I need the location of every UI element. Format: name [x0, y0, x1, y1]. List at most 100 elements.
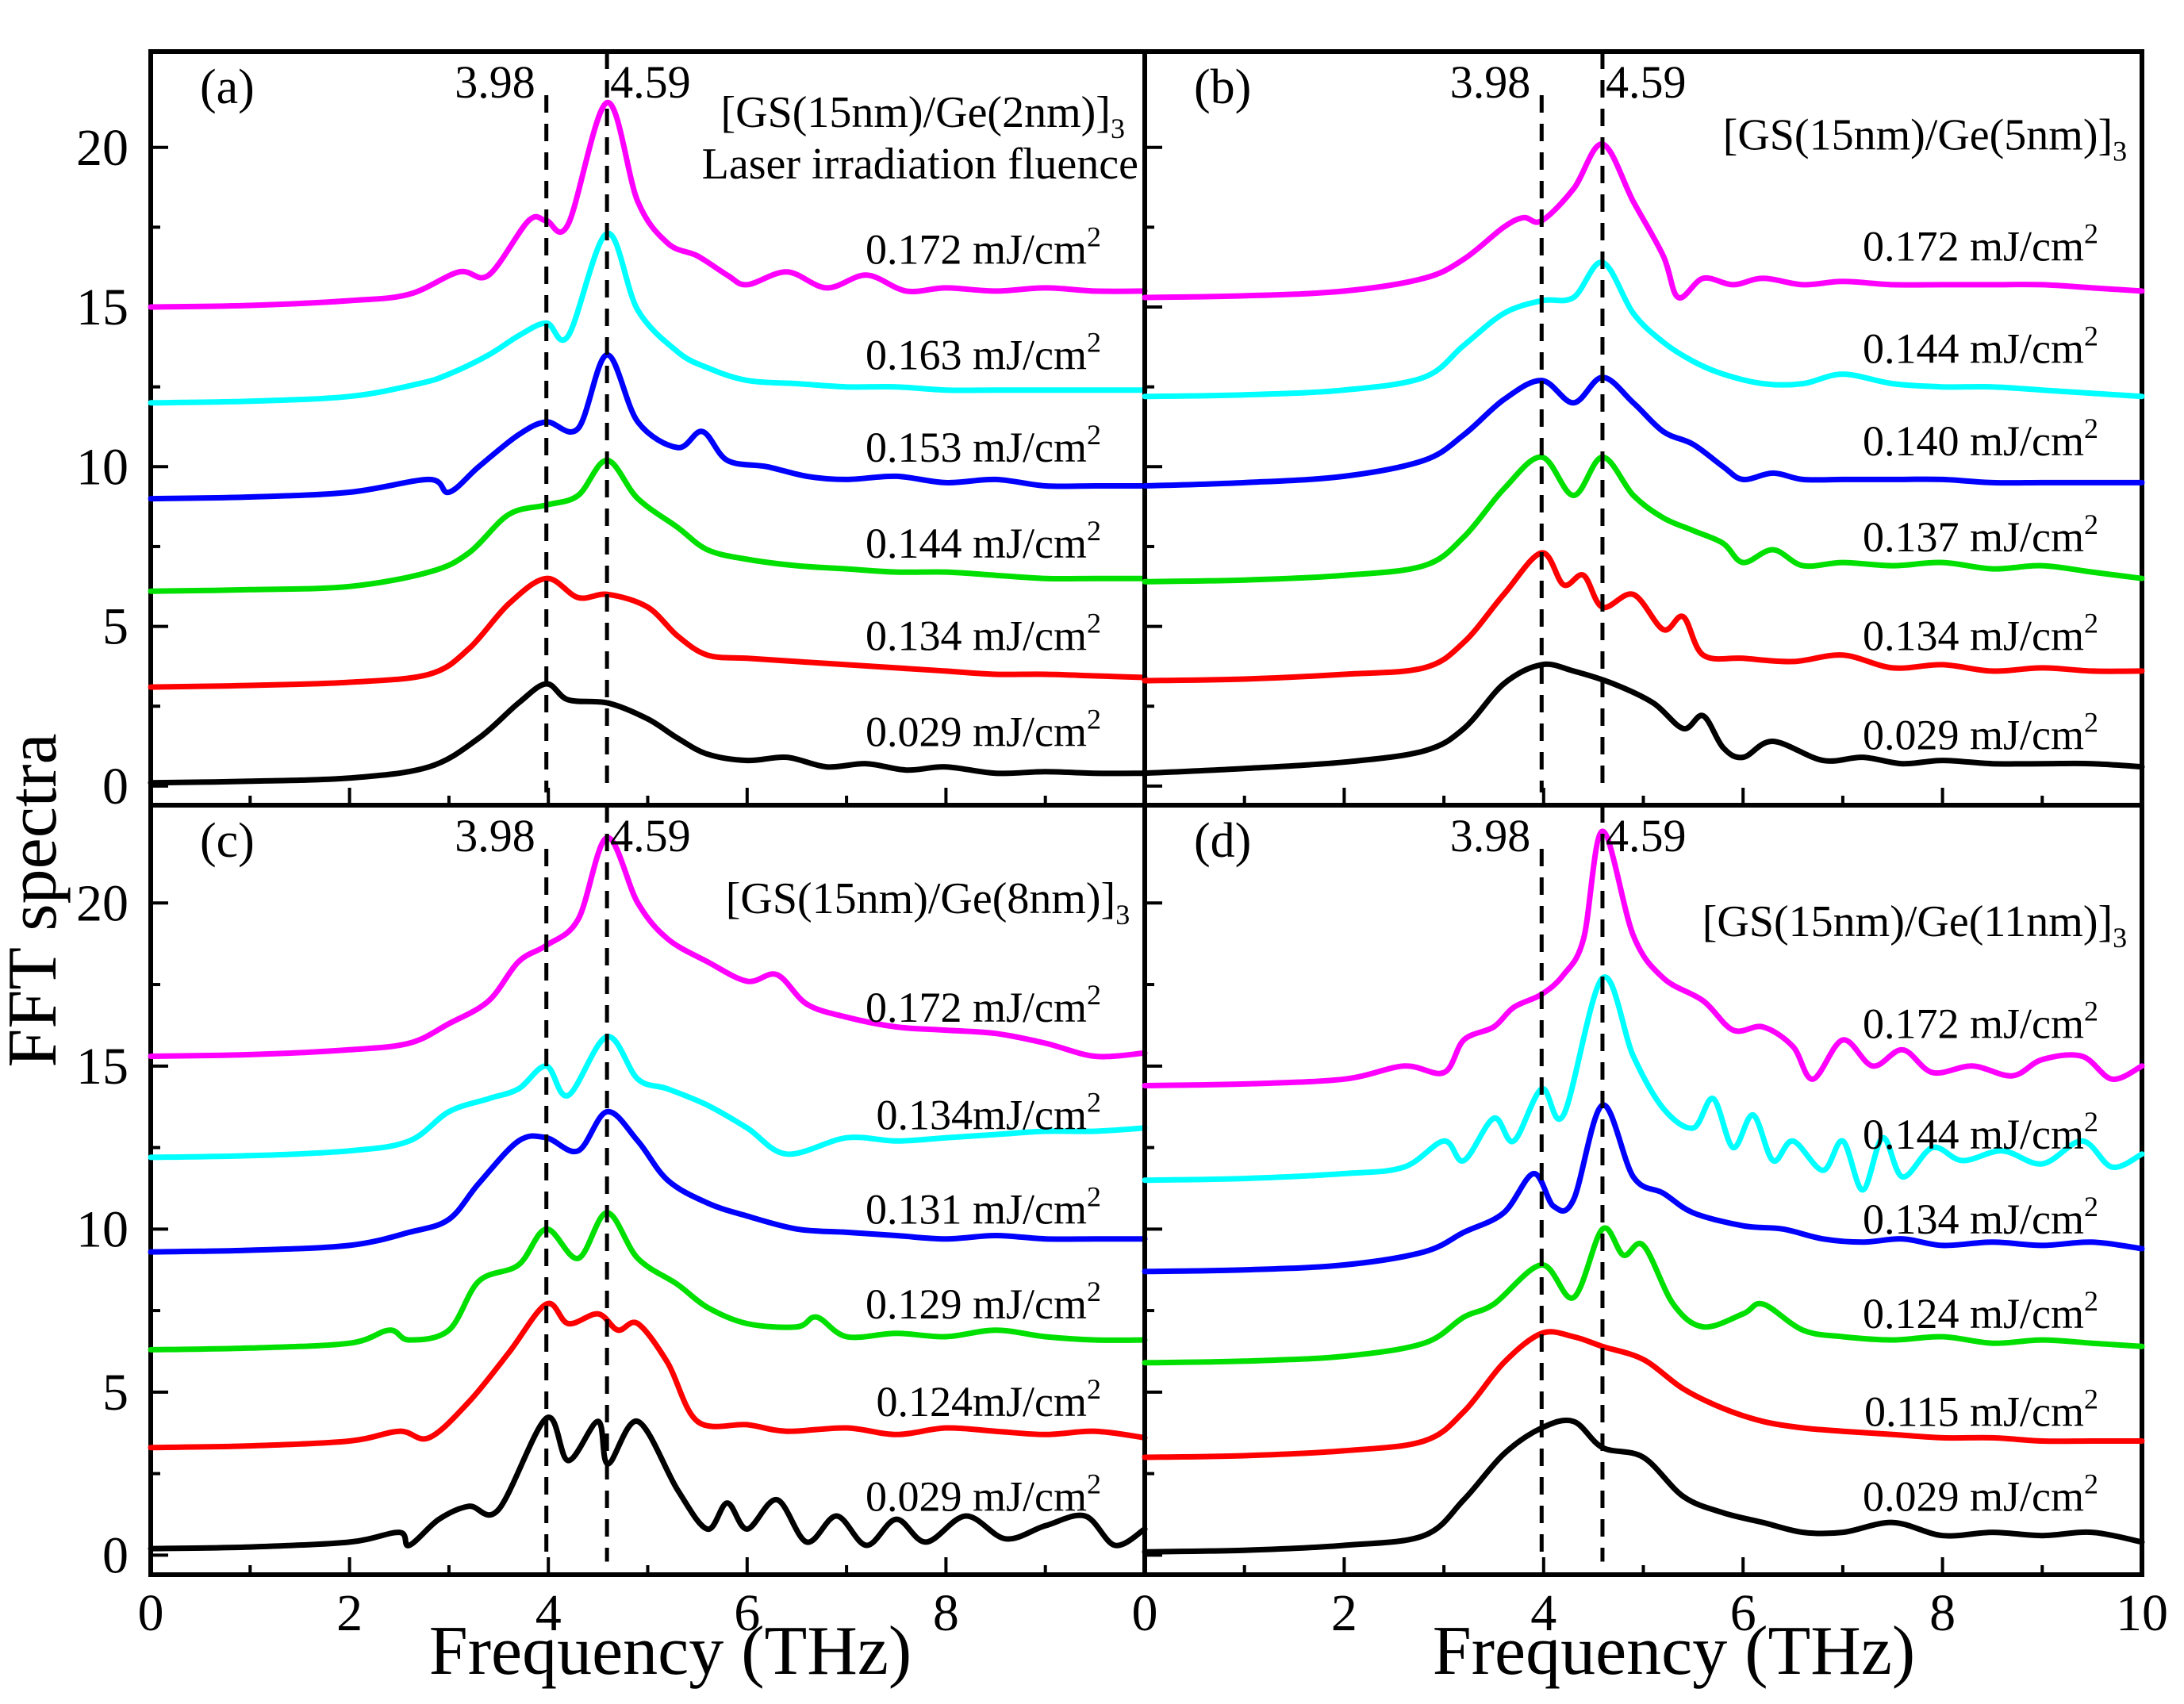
fluence-superscript: 2	[2084, 1383, 2098, 1414]
sample-title: [GS(15nm)/Ge(2nm)]3	[720, 88, 1124, 144]
fluence-superscript: 2	[2084, 995, 2098, 1027]
fluence-superscript: 2	[2084, 1191, 2098, 1222]
fluence-label: 0.172 mJ/cm2	[866, 221, 1101, 274]
trace-4	[148, 1034, 1148, 1161]
fluence-label: 0.163 mJ/cm2	[866, 326, 1101, 378]
panel-letter: (d)	[1194, 814, 1251, 868]
fluence-value: 0.029 mJ/cm	[866, 1472, 1087, 1520]
fluence-value: 0.163 mJ/cm	[866, 331, 1087, 378]
trace-1	[1142, 1329, 2145, 1460]
trace-0	[1142, 1417, 2145, 1555]
fluence-superscript: 2	[1087, 419, 1101, 451]
fluence-superscript: 2	[2084, 320, 2098, 351]
x-tick-label: 6	[1730, 1584, 1756, 1642]
x-tick-label: 4	[1530, 1584, 1556, 1642]
y-tick-label: 10	[76, 438, 129, 496]
trace-4	[1142, 259, 2145, 400]
fluence-value: 0.172 mJ/cm	[1863, 223, 2084, 271]
fluence-superscript: 2	[2084, 1285, 2098, 1317]
y-tick-label: 10	[76, 1200, 129, 1258]
fluence-label: 0.029 mJ/cm2	[866, 703, 1101, 755]
fluence-superscript: 2	[1087, 1276, 1101, 1307]
peak-label: 3.98	[1450, 810, 1531, 862]
fluence-superscript: 2	[2084, 608, 2098, 639]
peak-label: 3.98	[455, 56, 535, 108]
sample-title: [GS(15nm)/Ge(5nm)]3	[1723, 111, 2127, 167]
fluence-value: 0.134 mJ/cm	[1863, 1195, 2084, 1243]
fluence-label: 0.115 mJ/cm2	[1864, 1383, 2098, 1435]
sample-title-subscript: 3	[1111, 113, 1125, 144]
y-tick-label: 5	[102, 598, 129, 656]
panel-letter: (a)	[200, 60, 255, 114]
fluence-value: 0.129 mJ/cm	[866, 1280, 1087, 1328]
fluence-label: 0.134mJ/cm2	[877, 1086, 1102, 1138]
sample-title-main: [GS(15nm)/Ge(5nm)]	[1723, 111, 2113, 160]
fluence-label: 0.172 mJ/cm2	[866, 979, 1101, 1031]
y-tick-label: 15	[76, 1038, 129, 1096]
trace-5	[1142, 141, 2145, 301]
fluence-label: 0.137 mJ/cm2	[1863, 509, 2098, 561]
fluence-label: 0.172 mJ/cm2	[1863, 218, 2098, 271]
fluence-superscript: 2	[2084, 1106, 2098, 1138]
fluence-label: 0.129 mJ/cm2	[866, 1276, 1101, 1328]
trace-3	[1142, 374, 2145, 489]
fluence-value: 0.029 mJ/cm	[1863, 711, 2084, 758]
sample-title-subscript: 3	[2113, 136, 2127, 167]
sample-title: [GS(15nm)/Ge(11nm)]3	[1702, 897, 2127, 954]
trace-0	[148, 1414, 1148, 1552]
y-tick-label: 5	[102, 1364, 129, 1422]
trace-4	[1142, 974, 2145, 1193]
trace-5	[148, 835, 1148, 1060]
x-tick-label: 2	[1331, 1584, 1357, 1642]
fluence-superscript: 2	[1087, 1181, 1101, 1213]
trace-2	[148, 1210, 1148, 1353]
fluence-superscript: 2	[1087, 326, 1101, 358]
trace-0	[148, 681, 1148, 786]
y-tick-label: 15	[76, 278, 129, 336]
y-tick-label: 20	[76, 119, 129, 177]
fluence-label: 0.172 mJ/cm2	[1863, 995, 2098, 1047]
trace-0	[1142, 661, 2145, 777]
fluence-label: 0.134 mJ/cm2	[866, 608, 1101, 660]
panel-b: 3.98 4.59 (b) [GS(15nm)/Ge(5nm)]3 0.029 mJ/c…	[1142, 49, 2145, 808]
trace-1	[148, 575, 1148, 690]
fluence-label: 0.144 mJ/cm2	[1863, 1106, 2098, 1158]
fluence-value: 0.115 mJ/cm	[1864, 1387, 2084, 1435]
fluence-label: 0.144 mJ/cm2	[1863, 320, 2098, 372]
x-tick-label: 2	[336, 1584, 363, 1642]
fluence-value: 0.172 mJ/cm	[866, 984, 1087, 1031]
peak-label: 3.98	[1450, 56, 1531, 108]
fluence-value: 0.172 mJ/cm	[866, 226, 1087, 274]
fluence-label: 0.134 mJ/cm2	[1863, 608, 2098, 660]
peak-label: 4.59	[610, 56, 691, 108]
fluence-superscript: 2	[1087, 1468, 1101, 1499]
sample-title: [GS(15nm)/Ge(8nm)]3	[726, 874, 1130, 931]
fluence-label: 0.140 mJ/cm2	[1863, 413, 2098, 465]
panel-letter: (c)	[200, 814, 255, 868]
fluence-value: 0.144 mJ/cm	[866, 520, 1087, 567]
x-axis-title-left: Frequency (THz)	[429, 1613, 912, 1690]
x-axis-title-right: Frequency (THz)	[1433, 1613, 1915, 1690]
x-tick-label: 4	[535, 1584, 562, 1642]
fluence-superscript: 2	[2084, 706, 2098, 738]
fluence-superscript: 2	[2084, 1468, 2098, 1499]
x-tick-label: 8	[933, 1584, 959, 1642]
fluence-value: 0.137 mJ/cm	[1863, 513, 2084, 561]
fluence-superscript: 2	[1087, 979, 1101, 1011]
x-tick-label: 6	[734, 1584, 760, 1642]
fluence-value: 0.134 mJ/cm	[1863, 612, 2084, 660]
trace-3	[148, 1108, 1148, 1255]
panel-a: 0 5 10 15 20 3.98 4.59 (a) [GS(15nm)/Ge(2nm)]3La…	[76, 49, 1148, 816]
sample-title-main: [GS(15nm)/Ge(2nm)]	[720, 88, 1110, 137]
fluence-superscript: 2	[2084, 509, 2098, 540]
fluence-value: 0.029 mJ/cm	[866, 708, 1087, 755]
fluence-value: 0.134 mJ/cm	[866, 612, 1087, 660]
fluence-value: 0.029 mJ/cm	[1863, 1472, 2084, 1520]
fluence-label: 0.124mJ/cm2	[877, 1373, 1102, 1426]
peak-label: 4.59	[1606, 56, 1686, 108]
fluence-label: 0.029 mJ/cm2	[1863, 706, 2098, 758]
trace-3	[1142, 1102, 2145, 1275]
fluence-superscript: 2	[1087, 221, 1101, 253]
fluence-value: 0.144 mJ/cm	[1863, 324, 2084, 372]
peak-label: 3.98	[455, 810, 535, 862]
